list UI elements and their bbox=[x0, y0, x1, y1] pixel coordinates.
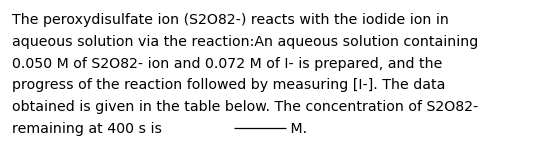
Text: progress of the reaction followed by measuring [I-]. The data: progress of the reaction followed by mea… bbox=[12, 78, 445, 92]
Text: remaining at 400 s is: remaining at 400 s is bbox=[12, 122, 166, 136]
Text: The peroxydisulfate ion (S2O82-) reacts with the iodide ion in: The peroxydisulfate ion (S2O82-) reacts … bbox=[12, 13, 449, 27]
Text: obtained is given in the table below. The concentration of S2O82-: obtained is given in the table below. Th… bbox=[12, 100, 478, 114]
Text: M.: M. bbox=[286, 122, 307, 136]
Text: aqueous solution via the reaction:An aqueous solution containing: aqueous solution via the reaction:An aqu… bbox=[12, 35, 478, 49]
Text: 0.050 M of S2O82- ion and 0.072 M of I- is prepared, and the: 0.050 M of S2O82- ion and 0.072 M of I- … bbox=[12, 57, 442, 71]
